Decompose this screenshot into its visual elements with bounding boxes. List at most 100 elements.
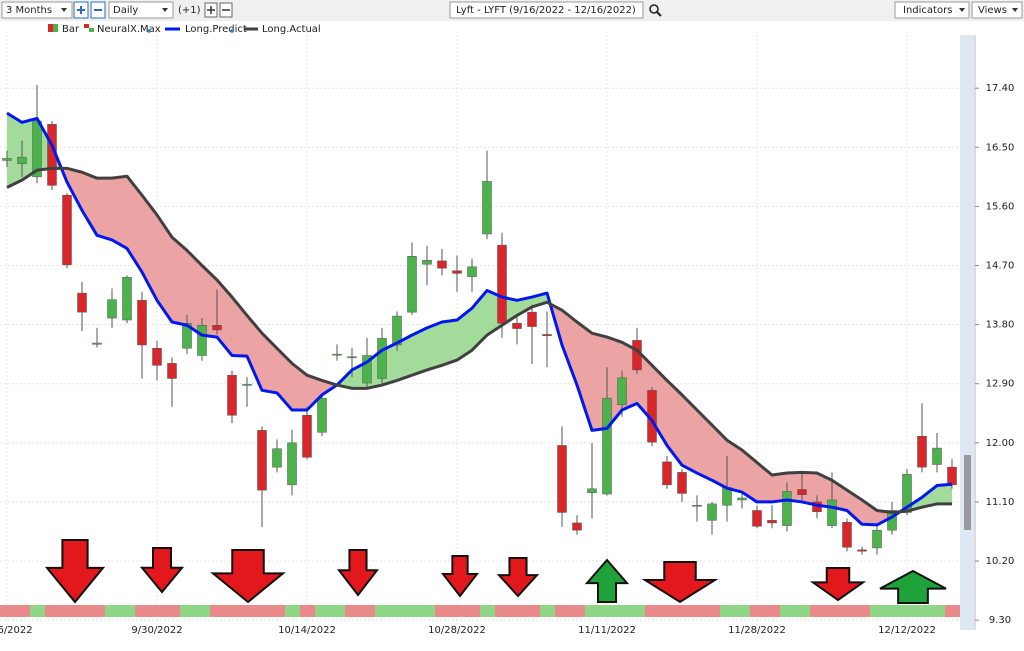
indicators-button[interactable] [894,1,970,19]
search-icon-handle [656,11,662,17]
candle-body [572,522,582,531]
x-tick-label: 10/28/2022 [428,625,486,636]
candle-body [857,549,867,552]
y-tick-label: 11.10 [986,497,1015,508]
sell-arrow [139,547,185,594]
spread-fill [172,237,187,326]
candle-body [482,181,492,235]
signal-strip [315,605,345,617]
legend-label: Bar [62,24,80,35]
legend-label: NeuralX.Max [97,24,161,35]
candle-body [152,348,162,366]
range-text: 3 Months [6,5,52,16]
candle-body [917,436,927,468]
legend-dot [230,29,234,33]
candle-body [77,292,87,313]
interval-text: Daily [113,5,138,16]
signal-strip [750,605,780,617]
legend-icon [89,28,94,32]
legend-icon [48,24,53,32]
spread-fill [667,380,682,466]
spread-fill [7,113,22,188]
signal-strip [345,605,375,617]
candle-body [842,522,852,548]
signal-strip [870,605,945,617]
interval-select[interactable] [108,1,174,19]
signal-strip [300,605,315,617]
candle-body [737,497,747,501]
spread-fill [112,176,127,249]
spread-fill [247,315,262,391]
candle-body [92,342,102,345]
y-tick-label: 13.80 [986,320,1015,331]
spread-fill [817,473,832,508]
signal-strip [540,605,555,617]
spread-fill [577,321,592,431]
signal-strip [210,605,285,617]
spread-fill [442,320,457,366]
signal-strip [645,605,720,617]
dropdown-icon [959,8,965,12]
search-icon[interactable] [649,4,659,14]
spread-fill [742,450,757,502]
legend-icon [84,24,89,28]
y-tick-label: 9.30 [989,615,1011,626]
spread-fill [97,178,112,240]
candle-body [242,384,252,386]
candle-body [107,299,117,319]
signal-strip [435,605,480,617]
candle-body [752,510,762,527]
y-tick-label: 12.90 [986,379,1015,390]
signal-strip [555,605,585,617]
candle-body [302,414,312,458]
candle-body [557,445,567,513]
x-tick-label: 10/14/2022 [278,625,336,636]
symbol-title: Lyft - LYFT (9/16/2022 - 12/16/2022) [456,5,636,16]
sell-arrow [44,539,106,604]
spread-fill [292,363,307,410]
candle-body [437,260,447,269]
spread-fill [67,168,82,211]
spread-fill [922,485,937,508]
candle-body [122,277,132,321]
candle-body [17,156,27,164]
views-button[interactable] [971,1,1023,19]
y-tick-label: 12.00 [986,438,1015,449]
signal-strip [180,605,210,617]
candle-body [767,520,777,524]
signal-strip [480,605,495,617]
spread-fill [457,308,472,361]
spread-fill [727,440,742,493]
legend-icon [53,24,58,32]
spread-fill [517,297,532,316]
sell-arrow [336,549,380,597]
x-tick-label: 11/11/2022 [578,625,636,636]
spread-fill [82,172,97,236]
buy-arrow [584,558,630,603]
candle-body [827,499,837,526]
spread-fill [262,333,277,393]
y-tick-label: 14.70 [986,261,1015,272]
candle-body [797,489,807,495]
spread-fill [937,484,952,504]
candle-body [932,447,942,465]
sell-arrow [641,561,719,604]
y-tick-label: 17.40 [986,83,1015,94]
spread-fill [142,195,157,301]
signal-strip [585,605,645,617]
x-tick-label: 9/16/2022 [0,625,33,636]
x-tick-label: 11/28/2022 [728,625,786,636]
candle-body [2,158,12,161]
candle-body [467,266,477,277]
candle-body [227,374,237,416]
range-select[interactable] [1,1,73,19]
candle-body [167,363,177,379]
current-bar-highlight [960,35,974,630]
spread-fill [562,310,577,386]
plus-icon [77,6,85,14]
candle-body [272,448,282,468]
candle-body [662,461,672,486]
symbol-box[interactable] [449,1,644,19]
candle-body [707,503,717,521]
candle-body [347,356,357,359]
